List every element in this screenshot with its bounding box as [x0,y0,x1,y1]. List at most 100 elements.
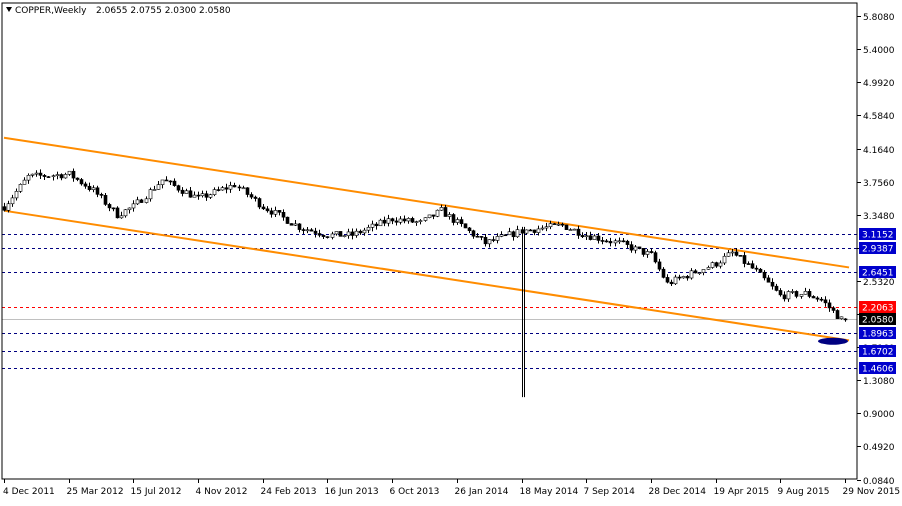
candle [63,172,68,179]
candle [196,191,201,200]
candle-body [2,206,7,211]
candle-body [59,174,64,179]
candle-body [285,216,290,224]
candle [350,228,355,240]
candle-body [22,179,27,185]
candle [483,234,488,247]
candle-body [71,170,76,179]
ellipse-shape[interactable] [818,337,848,345]
candle-body [471,230,476,237]
candle [750,260,755,269]
candle-body [350,231,355,236]
candle [459,216,464,227]
candle-body [55,174,60,177]
candle-body [273,210,278,215]
candle-body [265,208,270,212]
candle [127,207,132,214]
candle-body [459,219,464,225]
candle [156,181,161,190]
candle-body [38,172,43,176]
candle-body [354,230,359,236]
candle [738,255,743,257]
channel-upper-line[interactable] [3,136,850,269]
candle-body [313,230,318,234]
candle [625,239,630,249]
candle [160,179,165,189]
candle [111,207,116,212]
candle [115,206,120,219]
candle [451,213,456,226]
candle-body [693,270,698,274]
candle [378,218,383,227]
candle [249,192,254,200]
candle-body [135,199,140,205]
candle [55,171,60,180]
level-label-2: 2.6451 [859,266,896,279]
candle-body [653,252,658,263]
y-tick-label: 5.4000 [863,46,895,56]
candle [370,220,375,232]
candle-body [726,252,731,257]
candle-body [762,271,767,279]
candle-body [580,235,585,238]
candle-body [491,239,496,241]
candle-body [633,246,638,251]
candle [14,188,19,201]
candle [91,185,96,193]
candle-body [269,210,274,215]
candle-body [576,228,581,236]
y-tick-label: 0.0840 [863,477,895,487]
candle [645,248,650,258]
candle-body [754,267,759,270]
level-label-0: 3.1152 [859,228,896,241]
candle-body [321,234,326,237]
candle [26,173,31,184]
candle [309,228,314,232]
candle [390,217,395,225]
candle-body [819,298,824,301]
candle [689,268,694,280]
candle [576,225,581,239]
candle [673,274,678,286]
candle-body [156,184,161,190]
candle-body [123,209,128,217]
y-tick-label: 0.4920 [863,443,895,453]
candle [799,293,804,299]
candle-body [782,294,787,300]
candle [580,232,585,239]
candle-body [831,307,836,311]
candle [540,225,545,231]
candle-body [564,224,569,230]
level-label-0-text: 3.1152 [862,231,894,241]
candle [770,278,775,290]
candle [241,185,246,190]
candle [568,228,573,231]
candle [212,187,217,197]
candle [297,223,302,233]
level-label-3-bg [859,301,896,313]
candle-body [63,174,68,179]
candle [726,250,731,257]
candle-body [131,203,136,209]
candle-body [823,299,828,304]
candle [552,222,557,225]
candle [596,232,601,244]
triangle-down-icon[interactable] [6,7,12,12]
candle-body [127,207,132,211]
channel-lower-line[interactable] [3,209,850,342]
candle-body [556,223,561,226]
candle-body [778,290,783,296]
candle-body [507,231,512,236]
candle-body [168,180,173,183]
candle [613,238,618,247]
candle-body [414,221,419,223]
candle [123,209,128,218]
candle-body [685,276,690,279]
candle [669,279,674,286]
candle [216,186,221,192]
candle-body [249,194,254,198]
candle-body [794,291,799,297]
candle-body [148,189,153,200]
